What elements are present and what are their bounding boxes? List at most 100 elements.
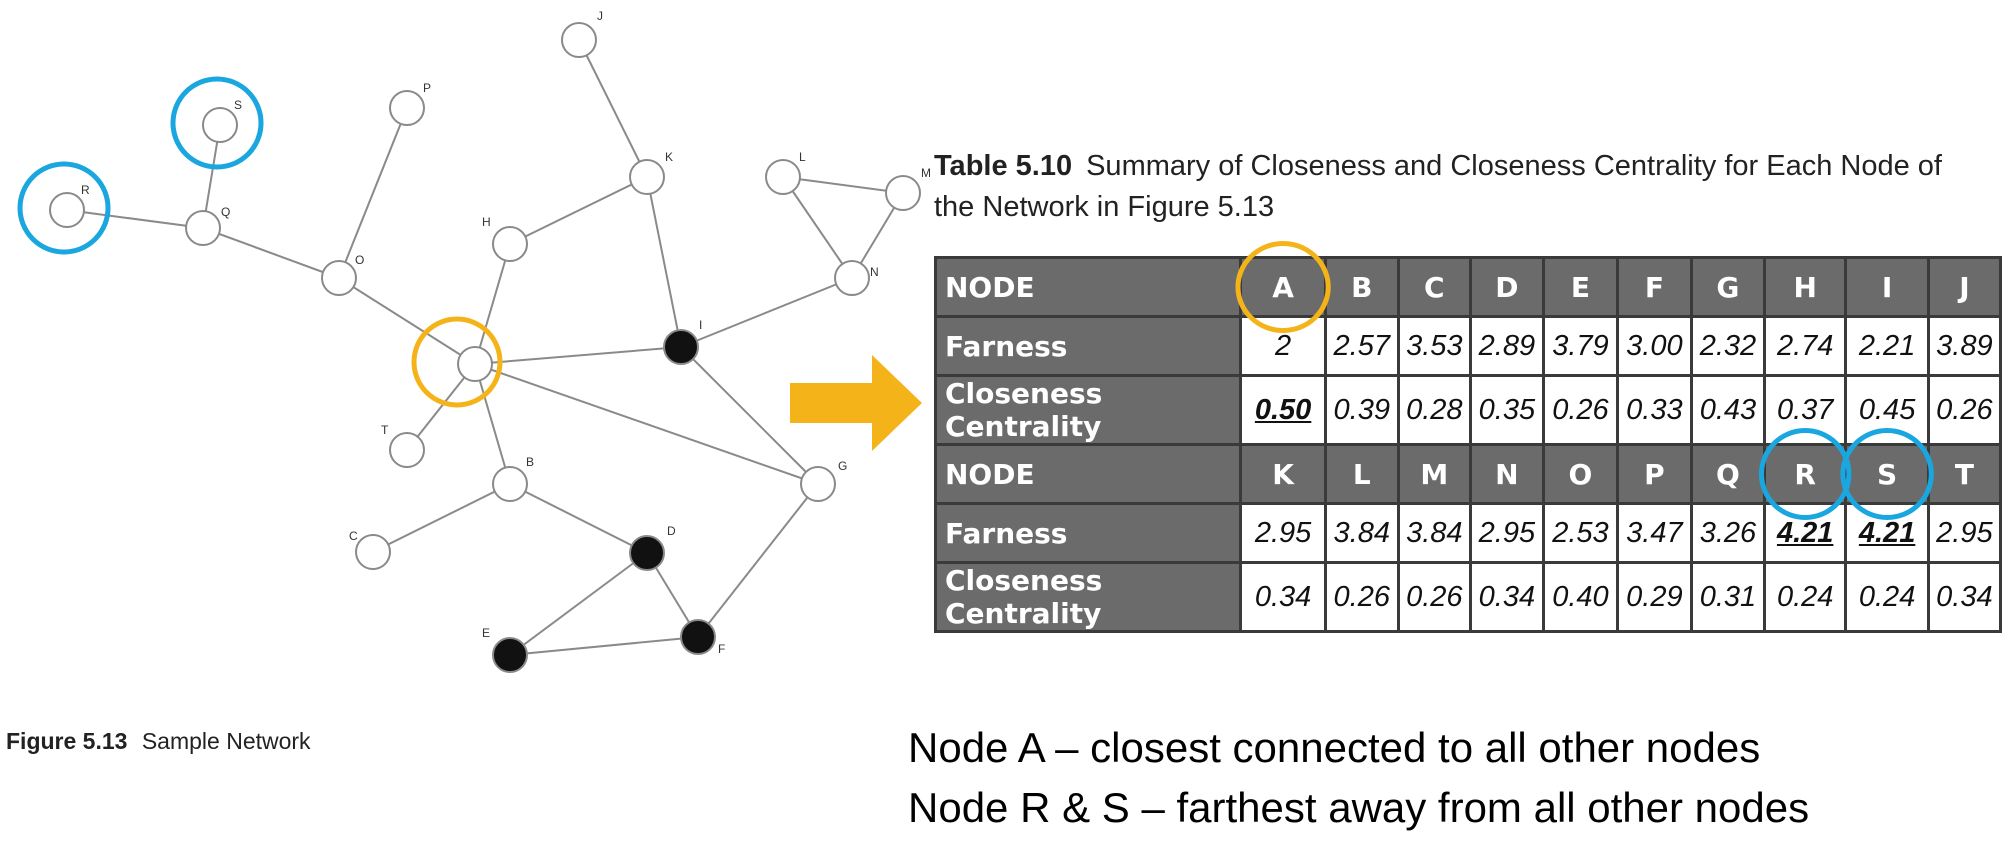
node-label-p: P [423, 81, 431, 95]
figure-caption: Figure 5.13 Sample Network [6, 728, 311, 755]
table-cell: 2.57 [1323, 315, 1400, 377]
table-cell: 2.95 [1239, 502, 1327, 564]
table-cell: 0.33 [1615, 374, 1693, 446]
table-cell: 2 [1239, 315, 1327, 377]
node-header-label: NODE [933, 256, 1243, 318]
table-cell: 0.34 [1926, 561, 2002, 633]
node-label-f: F [718, 642, 725, 656]
node-label-k: K [665, 150, 673, 164]
node-header-p: P [1615, 443, 1693, 505]
node-c [355, 534, 391, 570]
edge-L-M [782, 176, 904, 194]
arrow-right-icon [790, 355, 922, 451]
table-cell: 2.95 [1468, 502, 1545, 564]
table-cell: 3.47 [1615, 502, 1693, 564]
table-cell: 0.31 [1689, 561, 1766, 633]
node-n [834, 260, 870, 296]
node-header-i: I [1844, 256, 1930, 318]
node-t [389, 432, 425, 468]
node-h [492, 226, 528, 262]
table-cell: 0.43 [1689, 374, 1766, 446]
table-cell: 0.50 [1239, 374, 1327, 446]
node-b [492, 466, 528, 502]
node-label-o: O [355, 253, 364, 267]
edge-A-T [406, 363, 476, 451]
takeaways: Node A – closest connected to all other … [908, 718, 1809, 838]
table-cell: 0.34 [1468, 561, 1545, 633]
table-cell: 0.37 [1762, 374, 1848, 446]
table-cell: 2.21 [1844, 315, 1930, 377]
table-cell: 3.26 [1689, 502, 1766, 564]
table-row: Farness 2.95 3.84 3.84 2.95 2.53 3.47 3.26 4.21 4… [933, 502, 2002, 564]
edge-D-E [509, 552, 648, 656]
row-label: Closeness Centrality [933, 561, 1243, 633]
table-caption: Table 5.10 Summary of Closeness and Close… [934, 146, 1974, 228]
node-header-r: R [1762, 443, 1848, 505]
node-q [185, 210, 221, 246]
node-header-m: M [1396, 443, 1472, 505]
node-label-t: T [381, 423, 389, 437]
edge-N-L [782, 176, 853, 279]
table-cell: 2.89 [1468, 315, 1545, 377]
node-header-q: Q [1689, 443, 1766, 505]
figure-caption-text: Sample Network [141, 728, 311, 754]
table-caption-number: Table 5.10 [934, 150, 1073, 182]
table-cell: 3.79 [1541, 315, 1619, 377]
edge-R-Q [66, 209, 204, 229]
table-row: Closeness Centrality 0.50 0.39 0.28 0.35 0.26… [933, 374, 2002, 446]
network-diagram: B C D E F G H I J K L M N O P Q R S T [17, 9, 931, 673]
edge-H-K [509, 176, 648, 245]
table-cell: 4.21 [1762, 502, 1848, 564]
row-label: Closeness Centrality [933, 374, 1243, 446]
node-header-s: S [1844, 443, 1930, 505]
node-e [492, 637, 528, 673]
node-label-n: N [870, 265, 879, 279]
table-row: Farness 2 2.57 3.53 2.89 3.79 3.00 2.32 2.74 2.21… [933, 315, 2002, 377]
node-header-b: B [1323, 256, 1400, 318]
table-cell: 2.74 [1762, 315, 1848, 377]
table-cell: 0.26 [1541, 374, 1619, 446]
node-header-l: L [1323, 443, 1400, 505]
node-header-g: G [1689, 256, 1766, 318]
table-cell: 0.40 [1541, 561, 1619, 633]
node-g [800, 466, 836, 502]
edge-A-H [474, 243, 511, 365]
edge-A-G [474, 363, 819, 485]
closeness-table: NODE A B C D E F G H I J Farness 2 2.57 3.53 2.89 3.79 3.… [933, 256, 2002, 633]
table-cell: 3.84 [1323, 502, 1400, 564]
node-header-c: C [1396, 256, 1472, 318]
table-cell: 0.29 [1615, 561, 1693, 633]
node-header-o: O [1541, 443, 1619, 505]
edge-G-F [697, 483, 819, 638]
node-s [202, 107, 238, 143]
node-header-label: NODE [933, 443, 1243, 505]
node-header-n: N [1468, 443, 1545, 505]
node-label-c: C [349, 529, 358, 543]
edge-I-N [680, 277, 853, 348]
node-label-i: I [699, 318, 702, 332]
table-cell: 0.34 [1239, 561, 1327, 633]
node-d [629, 535, 665, 571]
edge-E-F [509, 636, 699, 656]
table-cell: 3.84 [1396, 502, 1472, 564]
table-cell: 3.89 [1926, 315, 2002, 377]
edge-I-G [680, 346, 819, 485]
node-header-row: NODE K L M N O P Q R S T [933, 443, 2002, 505]
highlight-ring-a [411, 316, 503, 408]
row-label: Farness [933, 502, 1243, 564]
table-cell: 0.28 [1396, 374, 1472, 446]
node-o [321, 260, 357, 296]
edge-K-J [578, 39, 648, 178]
node-label-d: D [667, 524, 676, 538]
edge-O-A [338, 277, 476, 365]
edge-B-D [509, 483, 648, 554]
table-caption-text: Summary of Closeness and Closeness Centr… [934, 150, 1942, 223]
table-cell: 0.26 [1323, 561, 1400, 633]
node-header-f: F [1615, 256, 1693, 318]
takeaway-farthest: Node R & S – farthest away from all othe… [908, 784, 1810, 831]
edge-B-C [372, 483, 511, 553]
table-cell: 0.39 [1323, 374, 1400, 446]
node-label-q: Q [221, 205, 230, 219]
node-header-t: T [1926, 443, 2002, 505]
node-k [629, 159, 665, 195]
